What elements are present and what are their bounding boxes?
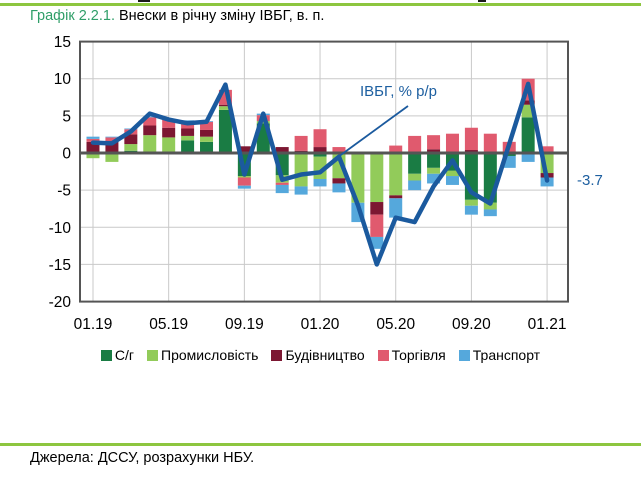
legend-swatch-icon: [377, 349, 389, 361]
legend-label: Транспорт: [472, 347, 541, 363]
legend-swatch-icon: [100, 349, 112, 361]
legend-label: Промисловість: [161, 347, 259, 363]
svg-text:0: 0: [62, 146, 71, 163]
chart-title-number: Графік 2.2.1.: [30, 8, 115, 24]
legend-swatch-icon: [147, 349, 158, 361]
svg-text:01.19: 01.19: [74, 316, 113, 333]
legend-label: С/г: [114, 347, 134, 363]
top-divider-line: [0, 3, 641, 6]
source-note: Джерела: ДССУ, розрахунки НБУ.: [30, 450, 255, 466]
legend-item: Торгівля: [377, 347, 446, 363]
legend-swatch-icon: [271, 349, 283, 361]
svg-text:10: 10: [54, 71, 72, 88]
legend-item: Промисловість: [147, 347, 258, 363]
legend-item: Транспорт: [458, 347, 541, 363]
chart-legend: С/г Промисловість Будівництво Торгівля Транс…: [0, 347, 641, 363]
line-series-annotation: ІВБГ, % р/р: [360, 83, 437, 100]
legend-label: Будівництво: [285, 347, 365, 363]
legend-item: С/г: [100, 347, 134, 363]
svg-text:05.20: 05.20: [376, 316, 415, 333]
svg-text:01.20: 01.20: [301, 316, 340, 333]
cropped-text-artifact: [138, 0, 150, 2]
svg-text:-15: -15: [49, 257, 71, 274]
svg-text:-10: -10: [49, 220, 72, 237]
bottom-divider-line: [0, 443, 641, 446]
svg-text:01.21: 01.21: [528, 316, 567, 333]
chart-title: Графік 2.2.1. Внески в річну зміну ІВБГ,…: [30, 8, 630, 24]
legend-swatch-icon: [458, 349, 470, 361]
svg-text:05.19: 05.19: [149, 316, 188, 333]
svg-text:09.20: 09.20: [452, 316, 491, 333]
last-value-label: -3.7: [577, 172, 603, 189]
cropped-text-artifact: [478, 0, 486, 2]
legend-item: Будівництво: [271, 347, 365, 363]
chart-title-text: Внески в річну зміну ІВБГ, в. п.: [114, 8, 325, 24]
svg-text:-20: -20: [49, 294, 72, 311]
svg-text:-5: -5: [57, 183, 71, 200]
svg-text:15: 15: [54, 34, 71, 51]
svg-text:09.19: 09.19: [225, 316, 264, 333]
legend-label: Торгівля: [391, 347, 446, 363]
svg-text:5: 5: [62, 108, 71, 125]
